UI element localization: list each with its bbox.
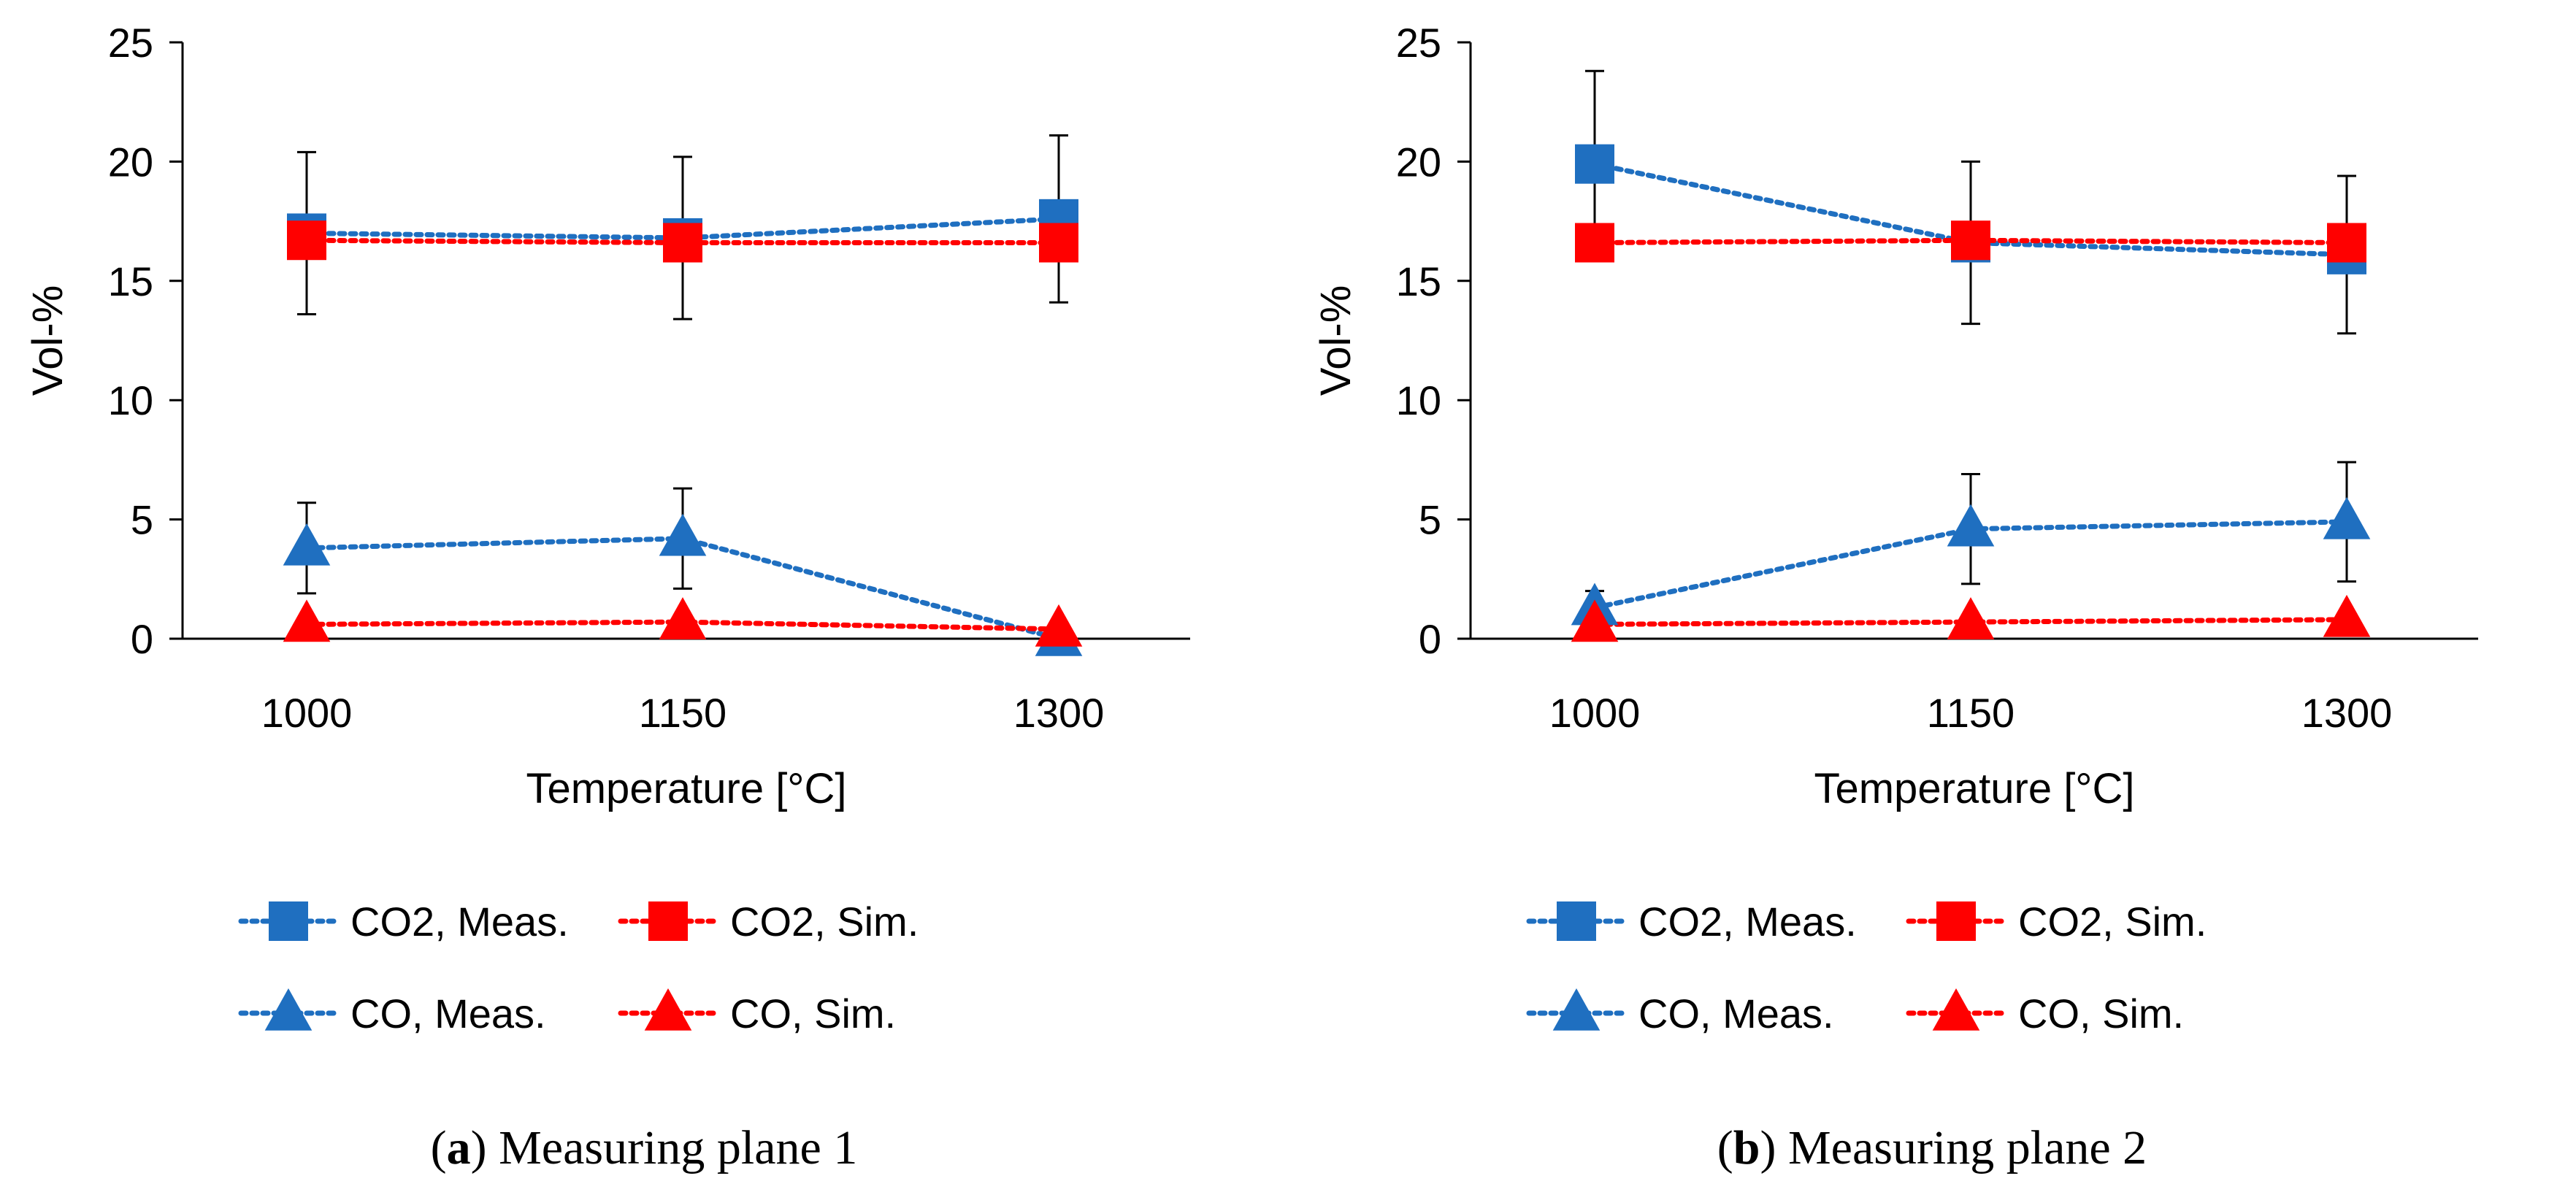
legend-item-co2-sim: CO2, Sim. [618,899,919,945]
data-point-co-sim [1571,599,1619,642]
data-point-co-meas [283,523,331,566]
legend-label: CO, Sim. [730,991,896,1037]
data-point-co-meas [1947,504,1995,547]
legend-label: CO2, Sim. [2018,899,2207,945]
legend-item-co-sim: CO, Sim. [1906,988,2184,1037]
y-tick-label: 5 [131,497,153,543]
caption-a-letter: a [446,1121,471,1174]
legend-label: CO, Sim. [2018,991,2184,1037]
y-tick-label: 20 [108,139,153,185]
data-point-co2-sim [1575,223,1614,263]
x-tick-label: 1300 [1013,690,1105,736]
y-tick-label: 0 [1419,616,1441,662]
data-point-co2-sim [1951,220,1990,261]
data-point-co-sim [659,597,707,639]
legend-marker [264,988,313,1031]
data-point-co-sim [2323,594,2371,637]
y-tick-label: 10 [1396,377,1441,423]
legend-marker [1552,988,1601,1031]
data-point-co2-sim [663,223,702,263]
data-point-co2-sim [2327,223,2366,263]
y-axis-title: Vol-% [24,285,72,396]
data-point-co2-sim [287,220,326,261]
legend-item-co2-sim: CO2, Sim. [1906,899,2207,945]
y-tick-label: 20 [1396,139,1441,185]
caption-b: (b) Measuring plane 2 [1717,1121,2147,1174]
x-tick-label: 1000 [1549,690,1641,736]
x-axis-title: Temperature [°C] [1814,765,2134,812]
legend-marker [1557,901,1596,941]
y-tick-label: 10 [108,377,153,423]
chart-panel-a: 0 5 10 15 20 25 1000 1150 1300 Temperature [°C] Vo… [24,20,1190,1174]
data-point-co-sim [283,599,331,642]
legend-label: CO2, Meas. [1638,899,1857,945]
chart-panel-b: 0 5 10 15 20 25 1000 1150 1300 Temperature [°C] Vo… [1288,0,2576,1192]
caption-a-text: Measuring plane 1 [499,1121,858,1174]
legend-item-co-meas: CO, Meas. [238,988,546,1037]
data-point-co-meas [2323,496,2371,539]
data-point-co-sim [1947,597,1995,639]
legend-marker [644,988,692,1031]
legend-item-co-meas: CO, Meas. [1526,988,1834,1037]
legend-marker [648,901,688,941]
caption-b-letter: b [1733,1121,1760,1174]
legend-label: CO, Meas. [350,991,546,1037]
y-tick-label: 25 [1396,20,1441,66]
legend-item-co2-meas: CO2, Meas. [238,899,569,945]
x-tick-label: 1300 [2301,690,2393,736]
legend-item-co2-meas: CO2, Meas. [1526,899,1857,945]
y-tick-label: 0 [131,616,153,662]
legend-item-co-sim: CO, Sim. [618,988,896,1037]
data-point-co-sim [1035,604,1083,647]
y-axis-title: Vol-% [1312,285,1360,396]
y-tick-label: 15 [108,258,153,304]
y-tick-label: 15 [1396,258,1441,304]
y-tick-label: 25 [108,20,153,66]
x-axis-title: Temperature [°C] [526,765,846,812]
chart-a: 0 5 10 15 20 25 1000 1150 1300 Temperature [°C] Vo… [24,20,1190,1037]
data-point-co2-sim [1039,223,1078,263]
y-tick-label: 5 [1419,497,1441,543]
legend-label: CO2, Sim. [730,899,919,945]
x-tick-label: 1150 [1927,690,2015,736]
legend-marker [1936,901,1976,941]
legend-label: CO, Meas. [1638,991,1834,1037]
x-tick-label: 1150 [639,690,727,736]
chart-b: 0 5 10 15 20 25 1000 1150 1300 Temperature [°C] Vo… [1312,20,2478,1037]
legend-marker [1932,988,1980,1031]
legend-marker [269,901,308,941]
caption-a: (a) Measuring plane 1 [430,1121,858,1174]
legend-label: CO2, Meas. [350,899,569,945]
data-point-co2-meas [1575,144,1614,184]
data-point-co-meas [659,513,707,556]
x-tick-label: 1000 [261,690,353,736]
caption-b-text: Measuring plane 2 [1787,1121,2147,1174]
